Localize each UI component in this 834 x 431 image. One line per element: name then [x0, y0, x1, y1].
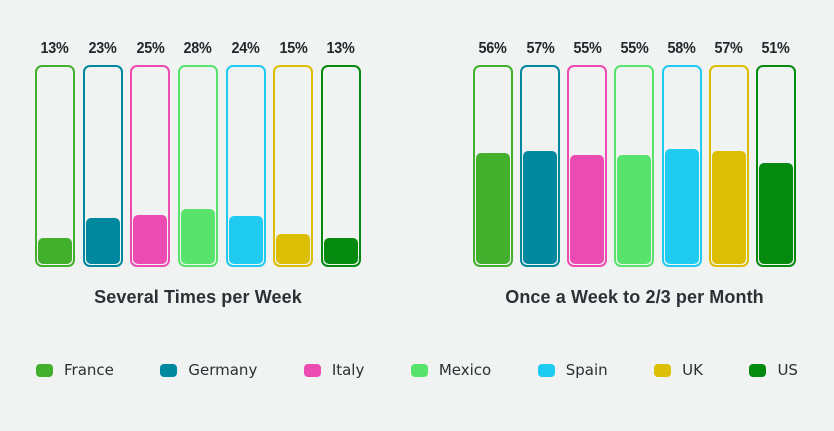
legend-label: France: [64, 361, 114, 379]
bar-value-label: 55%: [620, 40, 649, 57]
legend-item-germany: Germany: [160, 361, 257, 379]
group-title-several-times-per-week: Several Times per Week: [94, 287, 302, 307]
bar-column-italy: 25%: [130, 40, 171, 267]
bar-value-label: 25%: [136, 40, 165, 57]
bar-fill-italy: [570, 155, 605, 264]
bar-fill-france: [38, 238, 72, 264]
bar-column-us: 51%: [755, 40, 796, 267]
bar-value-label: 55%: [573, 40, 602, 57]
bar-fill-uk: [711, 151, 746, 264]
bar-column-spain: 24%: [225, 40, 266, 267]
legend-swatch-italy: [303, 363, 321, 377]
bar-fill-us: [758, 163, 793, 264]
bar-fill-spain: [664, 149, 699, 264]
legend-item-mexico: Mexico: [410, 361, 492, 379]
legend-label: Germany: [188, 361, 258, 379]
bar-group-several-times-per-week: 13% 23% 25% 28% 24% 15% 13% Several Times per …: [35, 40, 361, 308]
bar-column-france: 56%: [473, 40, 513, 267]
bar-spain: [661, 65, 702, 267]
bar-column-germany: 23%: [82, 40, 123, 267]
bar-spain: [225, 65, 266, 267]
bar-column-france: 13%: [35, 40, 75, 267]
legend-swatch-uk: [654, 363, 672, 377]
bars-several-times-per-week: 13% 23% 25% 28% 24% 15% 13%: [35, 40, 361, 267]
legend-item-uk: UK: [654, 361, 703, 379]
legend: France Germany Italy Mexico Spain UK US: [36, 361, 798, 379]
legend-swatch-mexico: [410, 363, 428, 377]
bar-fill-germany: [523, 151, 558, 264]
bar-fill-france: [476, 153, 510, 264]
bar-value-label: 57%: [526, 40, 555, 57]
bar-fill-mexico: [617, 155, 652, 264]
bar-value-label: 23%: [88, 40, 117, 57]
bar-column-mexico: 28%: [177, 40, 218, 267]
bar-italy: [567, 65, 608, 267]
bar-mexico: [614, 65, 655, 267]
bar-column-spain: 58%: [661, 40, 702, 267]
bar-fill-uk: [276, 234, 311, 264]
legend-label: Mexico: [438, 361, 492, 379]
bar-value-label: 24%: [231, 40, 260, 57]
bar-column-uk: 15%: [273, 40, 314, 267]
bar-column-uk: 57%: [708, 40, 749, 267]
legend-swatch-spain: [537, 363, 555, 377]
bar-france: [473, 65, 513, 267]
legend-item-france: France: [36, 361, 114, 379]
bar-value-label: 56%: [478, 40, 508, 57]
bar-fill-spain: [228, 216, 263, 264]
group-title-once-a-week: Once a Week to 2/3 per Month: [505, 287, 764, 307]
bar-value-label: 28%: [183, 40, 212, 57]
legend-item-italy: Italy: [303, 361, 365, 379]
legend-swatch-us: [749, 363, 767, 377]
bar-germany: [520, 65, 561, 267]
bar-uk: [273, 65, 314, 267]
bar-fill-us: [323, 238, 358, 264]
bar-column-germany: 57%: [520, 40, 561, 267]
bar-mexico: [177, 65, 218, 267]
legend-label: Spain: [565, 361, 608, 379]
bar-column-us: 13%: [320, 40, 361, 267]
bar-value-label: 15%: [279, 40, 308, 57]
legend-item-us: US: [749, 361, 798, 379]
bar-value-label: 13%: [326, 40, 355, 57]
bar-us: [755, 65, 796, 267]
legend-swatch-germany: [160, 363, 178, 377]
bar-france: [35, 65, 75, 267]
bar-value-label: 13%: [40, 40, 70, 57]
bars-once-a-week: 56% 57% 55% 55% 58% 57% 51%: [473, 40, 796, 267]
legend-swatch-france: [36, 363, 53, 377]
bar-fill-mexico: [180, 208, 215, 264]
bar-uk: [708, 65, 749, 267]
legend-label: UK: [682, 361, 703, 379]
bar-column-mexico: 55%: [614, 40, 655, 267]
bar-germany: [82, 65, 123, 267]
bar-column-italy: 55%: [567, 40, 608, 267]
legend-label: Italy: [331, 361, 365, 379]
bar-group-once-a-week: 56% 57% 55% 55% 58% 57% 51% Once a Week to 2/3…: [473, 40, 796, 308]
bar-italy: [130, 65, 171, 267]
bar-value-label: 58%: [667, 40, 696, 57]
bar-value-label: 57%: [714, 40, 743, 57]
legend-label: US: [777, 361, 798, 379]
bar-value-label: 51%: [761, 40, 790, 57]
legend-item-spain: Spain: [537, 361, 608, 379]
bar-fill-germany: [85, 218, 120, 264]
bar-fill-italy: [133, 214, 168, 264]
bar-us: [320, 65, 361, 267]
